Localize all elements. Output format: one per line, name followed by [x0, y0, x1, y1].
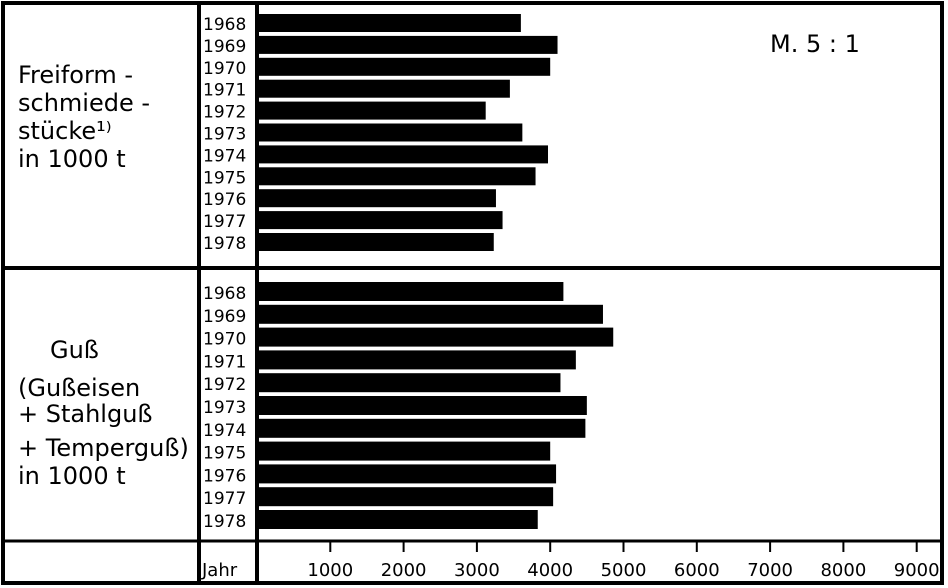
year-label: 1968 [203, 284, 246, 304]
bar [257, 350, 576, 370]
year-label: 1969 [203, 307, 246, 327]
panel1-label-line: in 1000 t [18, 145, 126, 173]
x-tick-label: 2000 [381, 560, 427, 581]
bar [257, 167, 536, 186]
x-tick-label: 9000 [894, 560, 940, 581]
year-label: 1973 [203, 125, 246, 145]
bar [257, 487, 554, 507]
year-label: 1978 [203, 234, 246, 254]
bar [257, 233, 494, 251]
bar [257, 211, 503, 230]
bar [257, 14, 521, 32]
x-axis-label: Jahr [201, 560, 238, 581]
bar [257, 510, 538, 529]
x-tick-label: 6000 [674, 560, 720, 581]
panel1-label-line: stücke¹⁾ [18, 117, 112, 145]
bar [257, 441, 551, 461]
panel1-label-line: schmiede - [18, 89, 150, 117]
bar [257, 145, 549, 164]
panel2-label-line: Guß [50, 336, 99, 364]
year-label: 1974 [203, 421, 246, 441]
bar [257, 327, 614, 347]
year-label: 1973 [203, 398, 246, 418]
year-label: 1976 [203, 466, 246, 486]
bar [257, 123, 523, 142]
panel2-label-line: + Stahlguß [18, 400, 153, 428]
bar [257, 418, 586, 438]
bar [257, 464, 557, 484]
bar [257, 396, 587, 415]
bars-layer [257, 14, 614, 529]
x-tick-label: 5000 [601, 560, 647, 581]
year-label: 1970 [203, 330, 246, 350]
year-label: 1970 [203, 59, 246, 79]
bar [257, 79, 510, 98]
year-label: 1975 [203, 444, 246, 464]
year-label: 1968 [203, 15, 246, 35]
bar [257, 282, 564, 301]
year-label: 1977 [203, 212, 246, 232]
x-tick-label: 7000 [747, 560, 793, 581]
panel1-label-line: Freiform - [18, 61, 133, 89]
panel2-label-line: in 1000 t [18, 462, 126, 490]
year-label: 1976 [203, 190, 246, 210]
x-axis-ticks-layer: 1000 2000 3000 4000 5000 6000 7000 8000 9000 [307, 541, 940, 581]
year-label: 1972 [203, 375, 246, 395]
year-label: 1974 [203, 146, 246, 166]
x-tick-label: 4000 [527, 560, 573, 581]
panel2-label-line: + Temperguß) [18, 434, 189, 462]
year-label: 1972 [203, 103, 246, 123]
panel2-label-line: (Gußeisen [18, 374, 140, 402]
year-labels-layer: 1968196919701971197219731974197519761977… [203, 15, 246, 532]
scale-note: M. 5 : 1 [770, 30, 860, 58]
panel1-label: Freiform - schmiede - stücke¹⁾ in 1000 t [18, 61, 158, 173]
x-tick-label: 1000 [307, 560, 353, 581]
x-tick-label: 8000 [820, 560, 866, 581]
bar [257, 57, 551, 76]
year-label: 1971 [203, 81, 246, 101]
bar [257, 189, 496, 208]
year-label: 1969 [203, 37, 246, 57]
bar [257, 101, 486, 120]
bar [257, 373, 561, 393]
year-label: 1971 [203, 352, 246, 372]
year-label: 1978 [203, 512, 246, 532]
x-tick-label: 3000 [454, 560, 500, 581]
bar [257, 304, 603, 324]
bar [257, 35, 558, 54]
panel2-label: Guß (Gußeisen + Stahlguß + Temperguß) in… [18, 336, 196, 490]
year-label: 1977 [203, 489, 246, 509]
year-label: 1975 [203, 168, 246, 188]
